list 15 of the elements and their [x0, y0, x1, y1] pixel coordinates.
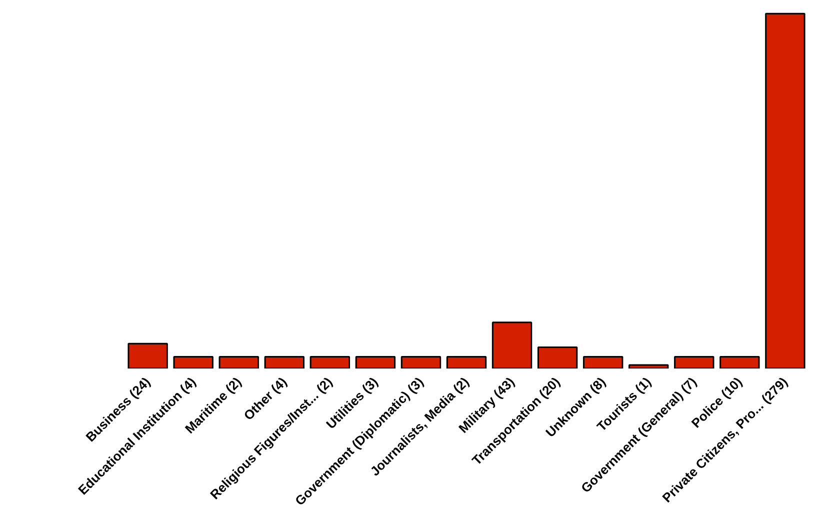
bar	[446, 356, 487, 368]
bar	[400, 356, 442, 368]
bar	[128, 342, 168, 368]
bar	[218, 356, 259, 368]
bar	[720, 356, 760, 368]
bar	[355, 356, 396, 368]
bar	[492, 322, 532, 368]
bar	[310, 356, 350, 368]
bar	[582, 356, 624, 368]
bar	[537, 346, 578, 368]
bar	[765, 12, 806, 368]
bar	[173, 356, 214, 368]
bar	[264, 356, 304, 368]
bar	[674, 356, 714, 368]
bar	[628, 364, 669, 368]
